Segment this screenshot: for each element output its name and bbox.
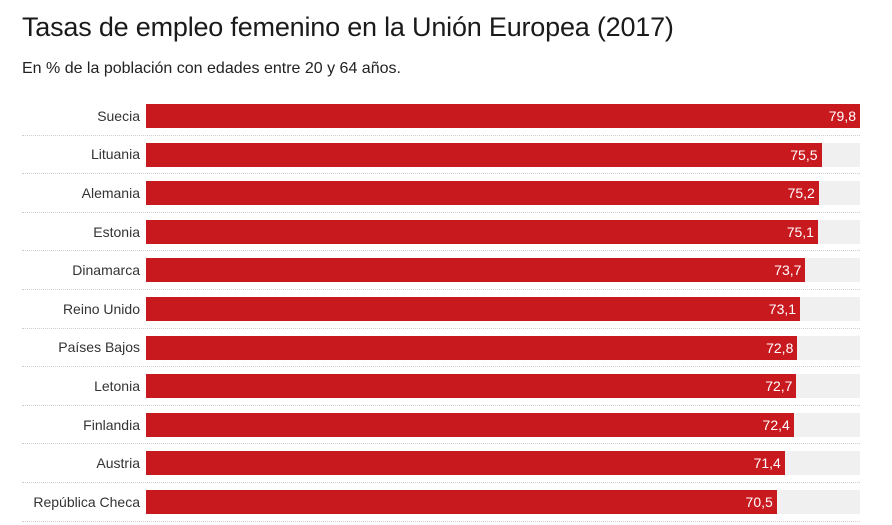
- bar: 75,1: [146, 219, 818, 244]
- bar: 70,5: [146, 490, 777, 514]
- bar-track: 75,5: [146, 142, 860, 167]
- bar-track: 75,2: [146, 181, 860, 206]
- bar-value-label: 70,5: [745, 494, 773, 510]
- bar-track: 72,8: [146, 335, 860, 360]
- category-label: República Checa: [33, 493, 140, 510]
- bar-value-label: 71,4: [753, 455, 781, 472]
- bar-value-label: 75,1: [786, 223, 814, 240]
- bar-row: Dinamarca 73,7: [22, 251, 860, 290]
- bar-track: 79,8: [146, 104, 860, 128]
- category-label: Países Bajos: [58, 339, 140, 356]
- bar-value-label: 73,1: [768, 301, 797, 317]
- bar-chart: Suecia 79,8 Lituania 75,5 Alemania 75,2 Estoni…: [0, 97, 892, 525]
- bar: 73,1: [146, 297, 801, 321]
- bar: 71,4: [146, 451, 785, 476]
- bar-row: Finlandia 72,4: [22, 406, 860, 445]
- bar: 75,5: [146, 142, 822, 167]
- bar-value-label: 72,8: [766, 339, 794, 356]
- bar: 79,8: [146, 104, 860, 128]
- bar-row: Letonia 72,7: [22, 367, 860, 406]
- bar-value-label: 75,5: [790, 146, 818, 163]
- bar: 75,2: [146, 181, 819, 206]
- bar: 72,8: [146, 335, 798, 360]
- bar-row: Lituania 75,5: [22, 136, 860, 175]
- category-label: Suecia: [97, 107, 140, 124]
- bar-track: 73,1: [146, 297, 860, 321]
- bar: 73,7: [146, 258, 806, 283]
- bar-row: Alemania 75,2: [22, 174, 860, 213]
- bar-row: Países Bajos 72,8: [22, 329, 860, 368]
- category-label: Reino Unido: [62, 300, 140, 317]
- bar-track: 75,1: [146, 219, 860, 244]
- bar-row: República Checa 70,5: [22, 483, 860, 522]
- bar-track: 71,4: [146, 451, 860, 476]
- bar-value-label: 72,7: [765, 378, 793, 395]
- category-label: Dinamarca: [72, 262, 140, 279]
- category-label: Lituania: [90, 146, 140, 163]
- bar: 72,4: [146, 412, 794, 437]
- bar-row: Reino Unido 73,1: [22, 290, 860, 329]
- bar: 72,7: [146, 374, 797, 399]
- bar-track: 70,5: [146, 490, 860, 514]
- bar-value-label: 79,8: [828, 108, 856, 124]
- bar-row: Suecia 79,8: [22, 97, 860, 136]
- category-label: Finlandia: [83, 416, 140, 433]
- bar-value-label: 73,7: [774, 262, 802, 279]
- category-label: Austria: [96, 455, 140, 472]
- bar-value-label: 72,4: [762, 416, 790, 433]
- bar-track: 72,7: [146, 374, 860, 399]
- bar-track: 72,4: [146, 412, 860, 437]
- bar-row: Estonia 75,1: [22, 213, 860, 252]
- category-label: Alemania: [81, 184, 140, 201]
- bar-track: 73,7: [146, 258, 860, 283]
- chart-subtitle: En % de la población con edades entre 20…: [22, 60, 401, 77]
- chart-title: Tasas de empleo femenino en la Unión Eur…: [22, 12, 674, 42]
- bar-row: Austria 71,4: [22, 444, 860, 483]
- category-label: Letonia: [94, 377, 140, 394]
- bar-value-label: 75,2: [787, 185, 815, 202]
- category-label: Estonia: [93, 223, 140, 240]
